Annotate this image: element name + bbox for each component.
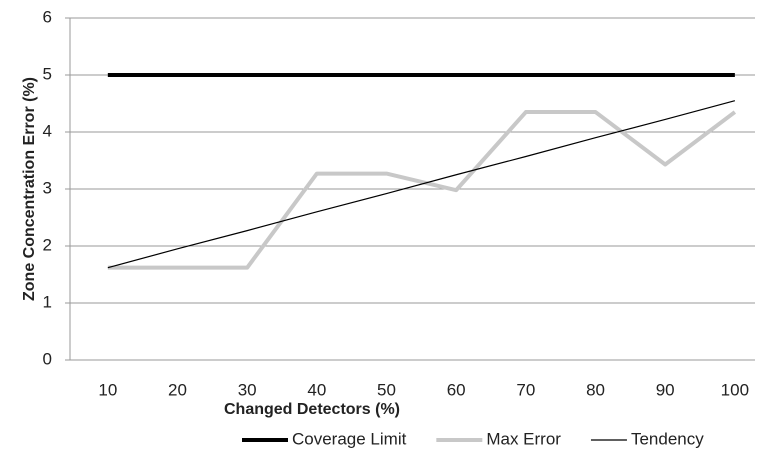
y-tick-label: 3: [43, 178, 52, 197]
x-tick-label: 80: [586, 380, 605, 399]
y-tick-label: 6: [43, 7, 52, 26]
x-axis-title: Changed Detectors (%): [224, 401, 400, 418]
y-axis-title: Zone Concentration Error (%): [21, 77, 38, 301]
x-tick-label: 10: [98, 380, 117, 399]
x-tick-label: 60: [447, 380, 466, 399]
legend-label: Tendency: [631, 429, 704, 448]
legend-label: Max Error: [486, 429, 561, 448]
x-tick-label: 90: [656, 380, 675, 399]
y-tick-label: 5: [43, 64, 52, 83]
series-line: [107, 100, 736, 269]
y-tick-label: 2: [43, 235, 52, 254]
x-tick-label: 30: [238, 380, 257, 399]
y-tick-label: 4: [43, 121, 52, 140]
x-tick-label: 20: [168, 380, 187, 399]
y-tick-label: 1: [43, 292, 52, 311]
legend-label: Coverage Limit: [292, 429, 407, 448]
x-tick-label: 100: [721, 380, 749, 399]
y-tick-label: 0: [43, 349, 52, 368]
x-tick-label: 50: [377, 380, 396, 399]
series-line: [107, 110, 737, 270]
x-tick-label: 70: [516, 380, 535, 399]
x-tick-label: 40: [307, 380, 326, 399]
